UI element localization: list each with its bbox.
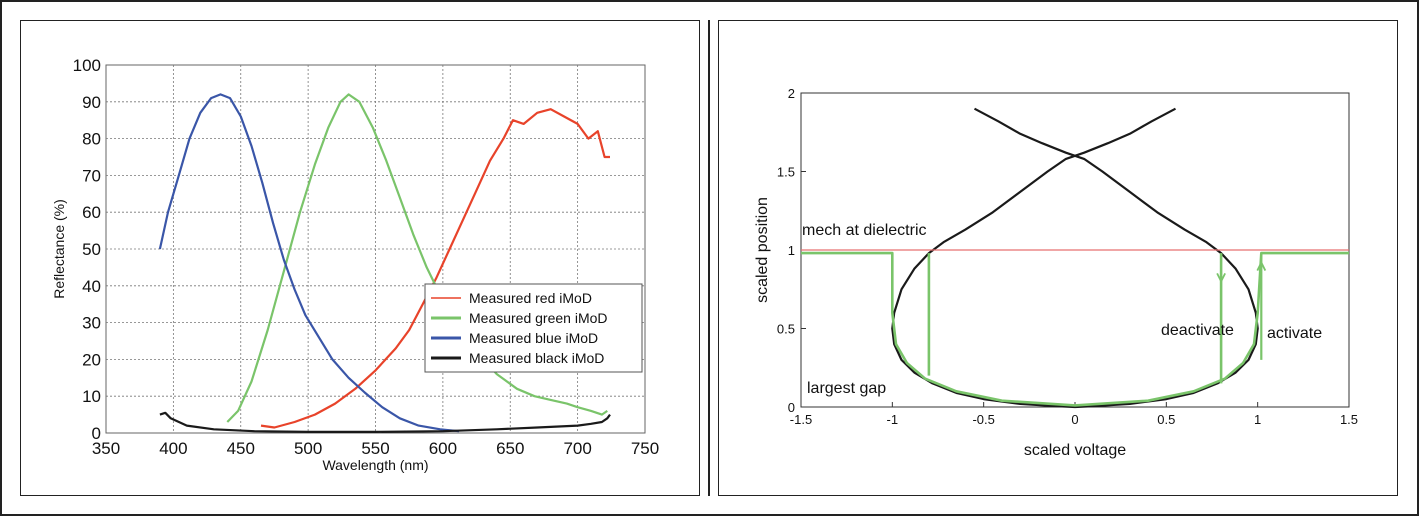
y-tick-label: 2 [788,86,795,101]
reflectance-chart: 350 400 450 500 550 600 650 700 750 0 10 20 30 40 50 60… [51,56,659,473]
y-tick-label: 30 [82,314,101,333]
y-tick-label: 10 [82,387,101,406]
position-voltage-panel: -1.5 -1 -0.5 0 0.5 1 1.5 0 0.5 1 1.5 2 scaled voltag… [718,20,1398,496]
x-tick-label: -1 [887,412,899,427]
series-line-2 [801,251,1349,407]
legend-entry: Measured green iMoD [469,310,608,326]
y-tick-label: 0 [92,424,101,443]
x-tick-label: -1.5 [790,412,812,427]
y-axis-label: Reflectance (%) [51,199,67,299]
x-tick-label: 550 [361,439,389,458]
annotation-label: activate [1267,325,1322,342]
x-tick-label: 1 [1254,412,1261,427]
x-tick-label: -0.5 [972,412,994,427]
legend-entry: Measured red iMoD [469,290,592,306]
x-tick-label: 750 [631,439,659,458]
reflectance-panel: 350 400 450 500 550 600 650 700 750 0 10 20 30 40 50 60… [20,20,700,496]
series-line-2 [158,93,460,433]
x-tick-label: 1.5 [1340,412,1358,427]
activate-arrow-head [1256,260,1267,271]
y-tick-label: 60 [82,203,101,222]
panel-divider [708,20,710,496]
x-tick-label: 0.5 [1157,412,1175,427]
legend-entry: Measured black iMoD [469,350,604,366]
series-line-0 [260,108,610,429]
position-voltage-chart: -1.5 -1 -0.5 0 0.5 1 1.5 0 0.5 1 1.5 2 scaled voltag… [754,86,1358,459]
x-tick-label: 0 [1071,412,1078,427]
y-tick-label: 0 [788,400,795,415]
series-line-0 [891,107,1259,409]
annotation-label: largest gap [807,380,886,397]
series-line-1 [226,93,608,423]
y-tick-label: 20 [82,350,101,369]
y-tick-label: 80 [82,130,101,149]
x-tick-label: 500 [294,439,322,458]
y-tick-label: 1 [788,243,795,258]
x-tick-label: 450 [227,439,255,458]
y-axis-label: scaled position [754,197,771,303]
x-tick-label: 700 [563,439,591,458]
x-axis-label: Wavelength (nm) [322,457,428,473]
annotation-label: mech at dielectric [802,222,927,239]
legend-entry: Measured blue iMoD [469,330,598,346]
y-tick-label: 0.5 [777,322,795,337]
deactivate-arrow-head [1216,272,1226,284]
y-tick-label: 70 [82,166,101,185]
y-tick-label: 90 [82,93,101,112]
x-tick-label: 600 [429,439,457,458]
y-tick-label: 100 [73,56,101,75]
y-tick-label: 50 [82,240,101,259]
x-tick-label: 400 [159,439,187,458]
legend-box [424,283,643,373]
series-line-3 [159,411,611,433]
y-tick-label: 40 [82,277,101,296]
x-tick-label: 350 [92,439,120,458]
x-tick-label: 650 [496,439,524,458]
annotation-label: deactivate [1161,322,1234,339]
y-tick-label: 1.5 [777,165,795,180]
x-axis-label: scaled voltage [1024,442,1126,459]
